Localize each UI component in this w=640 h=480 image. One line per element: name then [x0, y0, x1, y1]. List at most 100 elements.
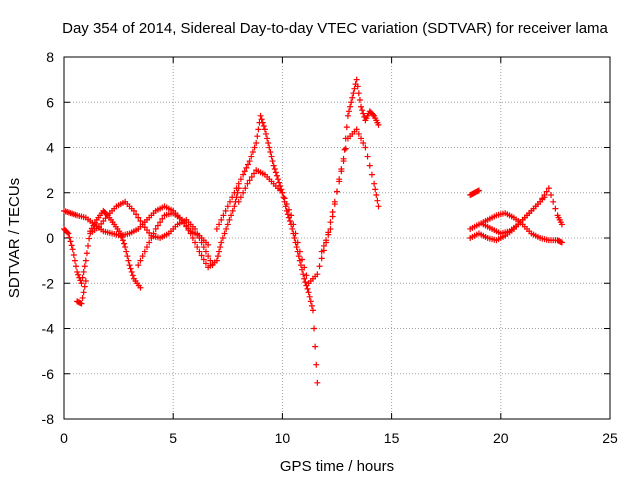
data-point — [224, 221, 231, 228]
data-point — [290, 221, 297, 228]
series-fill-track-e — [216, 116, 320, 368]
data-point — [342, 145, 349, 152]
data-point — [89, 219, 96, 226]
data-point — [285, 206, 292, 213]
data-point — [220, 212, 227, 219]
data-point — [79, 294, 86, 301]
y-tick-label: -2 — [42, 275, 55, 291]
data-point — [128, 205, 135, 212]
data-point — [231, 203, 238, 210]
data-point — [359, 107, 366, 114]
data-point — [264, 135, 271, 142]
series-track-i — [467, 187, 482, 199]
y-tick-label: -6 — [42, 366, 55, 382]
data-point — [218, 239, 225, 246]
x-tick-label: 0 — [60, 430, 68, 446]
data-point — [129, 272, 136, 279]
data-point — [261, 126, 268, 133]
data-point — [336, 176, 343, 183]
data-point — [303, 272, 310, 279]
x-tick-label: 20 — [493, 430, 509, 446]
data-point — [301, 275, 308, 282]
data-point — [86, 235, 93, 242]
data-point — [355, 130, 362, 137]
data-point — [211, 259, 218, 266]
data-point — [139, 253, 146, 260]
data-point — [287, 218, 294, 225]
data-point — [68, 242, 75, 249]
data-point — [295, 253, 302, 260]
axis-ticks — [63, 56, 611, 420]
data-point — [205, 253, 212, 260]
data-point — [150, 230, 157, 237]
data-point — [143, 244, 150, 251]
data-point — [243, 164, 250, 171]
data-point — [202, 260, 209, 267]
data-point — [69, 246, 76, 253]
data-point — [374, 119, 381, 126]
data-point — [362, 144, 369, 151]
data-point — [305, 289, 312, 296]
data-point — [214, 253, 221, 260]
y-axis-label: SDTVAR / TECUs — [6, 178, 23, 298]
data-point — [185, 227, 192, 234]
data-point — [207, 257, 214, 264]
data-point — [78, 280, 85, 287]
data-point — [148, 235, 155, 241]
data-point — [248, 173, 255, 180]
data-point — [152, 225, 159, 232]
data-point — [123, 248, 130, 255]
data-point — [314, 379, 321, 386]
data-point — [348, 99, 355, 106]
data-point — [163, 231, 170, 238]
data-point — [371, 180, 378, 187]
data-point — [347, 103, 354, 110]
data-point — [296, 248, 303, 255]
data-point — [329, 213, 336, 220]
data-point — [340, 155, 347, 162]
data-point — [228, 212, 235, 219]
y-tick-label: 4 — [46, 140, 54, 156]
data-point — [545, 185, 552, 192]
data-point — [313, 361, 320, 368]
chart-title: Day 354 of 2014, Sidereal Day-to-day VTE… — [62, 20, 608, 37]
data-point — [125, 257, 132, 264]
data-point — [77, 300, 84, 307]
data-point — [249, 149, 256, 156]
data-point — [71, 257, 78, 264]
data-point — [75, 271, 82, 278]
data-point — [79, 274, 86, 281]
data-point — [224, 203, 231, 210]
data-point — [241, 168, 248, 175]
data-point — [327, 219, 334, 226]
data-point — [302, 279, 309, 286]
data-point — [196, 235, 203, 241]
data-point — [231, 189, 238, 196]
data-point — [176, 215, 183, 222]
data-point — [135, 214, 142, 221]
series-fill-track-k — [469, 188, 564, 243]
data-point — [280, 194, 287, 201]
data-point — [325, 231, 332, 238]
data-point — [187, 230, 194, 237]
data-point — [80, 214, 87, 221]
data-point — [189, 223, 196, 230]
data-point — [550, 198, 557, 205]
data-point — [168, 210, 175, 217]
data-point — [513, 223, 520, 230]
data-point — [491, 213, 498, 220]
data-point — [237, 176, 244, 183]
y-tick-label: 6 — [46, 94, 54, 110]
data-point — [229, 194, 236, 201]
data-point — [370, 111, 377, 118]
data-point — [122, 244, 129, 251]
series-track-d — [135, 185, 242, 271]
series-fill-track-i — [468, 188, 481, 198]
data-point — [235, 198, 242, 205]
data-point — [360, 110, 367, 117]
data-point — [127, 265, 134, 272]
data-point — [229, 207, 236, 214]
data-point — [248, 153, 255, 160]
data-point — [74, 268, 81, 275]
data-point — [366, 162, 373, 169]
